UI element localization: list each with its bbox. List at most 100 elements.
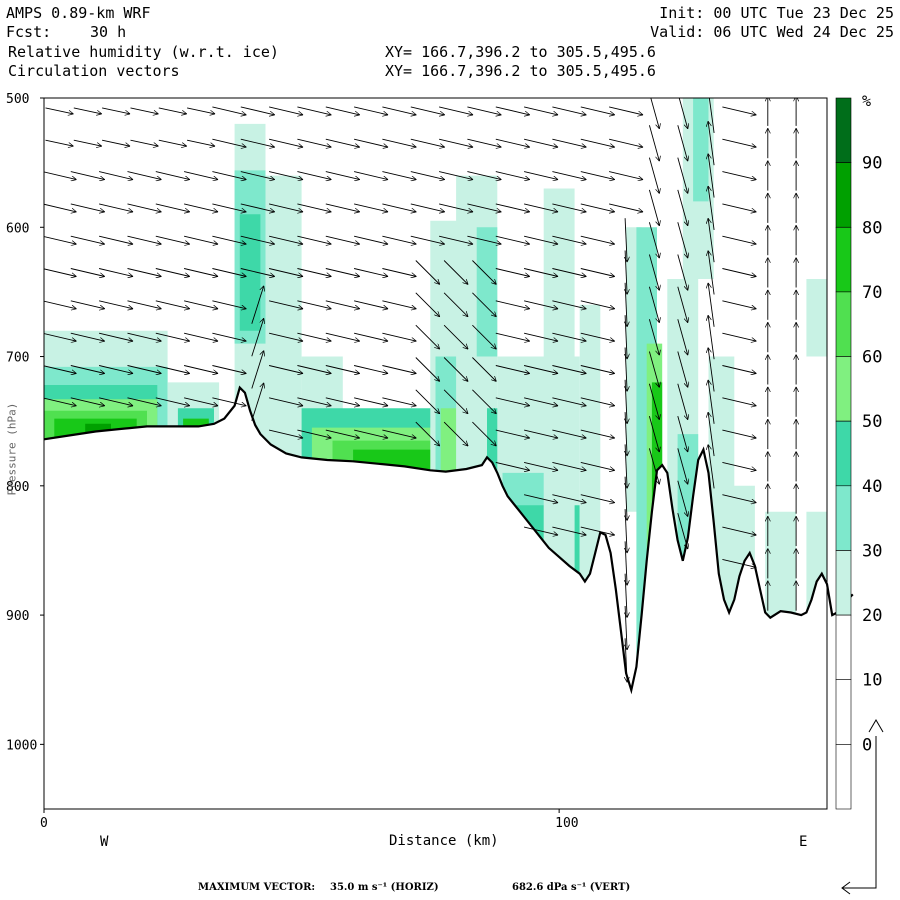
wind-vector [268,268,303,277]
wind-vector [648,125,659,161]
y-axis: 500 600 700 800 900 1000 [6,92,44,753]
y-tick-label: 900 [6,609,29,624]
wind-vector [708,154,715,198]
wind-vector [268,171,303,180]
wind-vector [580,429,615,438]
rh-contour-region [476,227,498,357]
wind-vector [127,332,162,341]
wind-vector [183,332,218,341]
wind-vector [251,286,264,324]
wind-vector [382,397,416,406]
wind-vector [268,106,303,115]
wind-vector [472,292,496,317]
wind-vector [722,171,756,180]
wind-vector [410,171,445,180]
wind-vector [677,415,688,452]
wind-vector [625,250,627,295]
colorbar-level-label: 80 [862,218,882,238]
wind-vector [183,171,218,180]
wind-vector [155,203,190,212]
wind-vector [467,203,501,212]
wind-vector [708,251,715,295]
wind-vector [625,541,627,585]
wind-vector [677,189,688,226]
field-name-secondary: Circulation vectors [8,62,180,80]
wind-vector [722,138,756,147]
colorbar-swatch [835,679,852,745]
rh-contour-region [353,449,446,472]
wind-vector [677,319,688,355]
max-vector-label: MAXIMUM VECTOR: [198,882,316,893]
wind-vector [212,300,246,309]
wind-vector [44,171,77,180]
wind-vector [187,139,215,146]
wind-vector [443,324,468,349]
wind-vector [382,138,416,147]
wind-vector [472,389,496,414]
wind-vector [523,365,558,374]
wind-vector [580,365,615,374]
wind-vector [183,397,218,406]
wind-vector [677,254,688,291]
wind-vector [495,203,530,212]
wind-vector [552,138,586,147]
wind-vector [722,365,756,374]
wind-vector [102,107,130,114]
colorbar-swatch [835,227,852,293]
max-vector-vertical: 682.6 dPa s⁻¹ (VERT) [512,882,631,893]
rh-contour-region [85,423,111,434]
wind-vector [155,171,190,180]
wind-vector [297,268,331,277]
wind-vector [580,397,615,406]
wind-vector [183,268,218,277]
wind-vector [722,203,756,212]
wind-vector [523,268,558,277]
colorbar-level-label: 90 [862,154,882,174]
wind-vector [212,332,246,341]
wind-vector [648,254,659,291]
wind-vector [722,235,756,244]
rh-contour-region [693,98,709,202]
wind-vector [158,107,187,114]
wind-vector [608,203,643,212]
wind-vector [552,300,586,309]
wind-vector [438,235,473,244]
x-axis: 0 100 [40,809,579,831]
colorbar-swatch [835,356,852,422]
wind-vector [410,235,445,244]
wind-vector [443,260,468,285]
wind-vector [415,260,440,285]
wind-vector [708,283,715,327]
wind-vector [44,333,77,341]
wind-vector [127,268,162,277]
wind-vector [415,421,440,446]
wind-vector [325,300,360,309]
wind-vector [608,171,643,180]
wind-vector [625,282,627,327]
wind-vector [353,138,388,147]
wind-vector [722,268,756,277]
wind-vector [580,106,615,115]
wind-vector [552,526,586,535]
wind-vector [212,171,246,180]
wind-vector [472,421,496,446]
wind-vector [415,324,440,349]
wind-vector [580,300,615,309]
wind-vector [268,300,303,309]
wind-vector [708,412,715,457]
wind-vector [325,365,360,374]
wind-vector [495,300,530,309]
wind-vector [495,397,530,406]
init-time: Init: 00 UTC Tue 23 Dec 25 [659,4,894,22]
wind-vector [648,319,659,355]
wind-vector [608,106,643,115]
wind-vector [552,397,586,406]
wind-vector [382,365,416,374]
wind-vector [415,292,440,317]
wind-vector [44,300,77,309]
wind-vector [127,171,162,180]
wind-vector [552,268,586,277]
rh-contour-region [806,511,827,613]
wind-vector [650,98,659,129]
